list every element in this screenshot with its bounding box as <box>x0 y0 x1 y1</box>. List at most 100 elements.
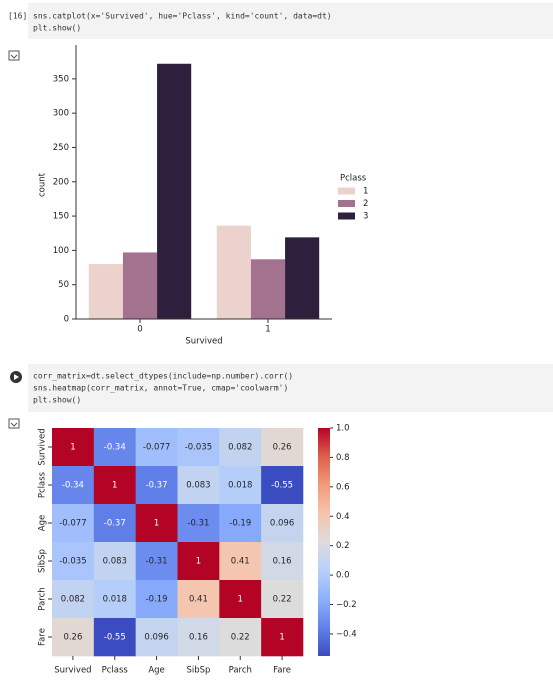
output-icon[interactable] <box>8 50 20 61</box>
heatmap-cell <box>135 618 178 657</box>
cell-label: 0.16 <box>189 633 208 643</box>
heatmap-cell <box>219 542 262 581</box>
cell-label: -0.34 <box>104 443 126 453</box>
cell-label: 0.22 <box>273 595 292 605</box>
colorbar-tick-label: 0.0 <box>336 571 350 581</box>
bar <box>88 264 123 319</box>
cell-label: 0.26 <box>273 443 292 453</box>
y-tick-label: Survived <box>38 428 48 465</box>
y-tick-label: Parch <box>38 587 48 610</box>
y-tick-label: 0 <box>64 315 69 325</box>
x-axis-label: Survived <box>185 337 222 347</box>
y-tick-label: 200 <box>53 177 69 187</box>
legend-label: 3 <box>363 212 368 222</box>
bar <box>250 259 286 319</box>
x-tick-label: 1 <box>265 325 270 335</box>
heatmap-cell <box>52 542 95 581</box>
heatmap-cell <box>261 618 304 657</box>
cell-label: -0.55 <box>104 633 126 643</box>
y-tick-label: 350 <box>53 74 69 84</box>
heatmap-cell <box>261 580 304 619</box>
heatmap-cell <box>177 466 220 505</box>
cell-label: 1 <box>196 557 201 567</box>
cell-label: -0.19 <box>229 519 251 529</box>
colorbar-tick-label: 0.6 <box>336 482 350 492</box>
heatmap-cell <box>219 618 262 657</box>
legend-swatch <box>338 187 355 195</box>
cell-label: -0.31 <box>187 519 209 529</box>
y-tick-label: 250 <box>53 143 69 153</box>
heatmap-cell <box>135 580 178 619</box>
heatmap-cell <box>219 504 262 543</box>
cell-label: -0.077 <box>143 443 170 453</box>
cell-label: 0.22 <box>231 633 250 643</box>
heatmap-cell <box>93 428 136 467</box>
y-tick-label: Fare <box>38 628 48 646</box>
heatmap-cell <box>135 428 178 467</box>
cell-label: 0.26 <box>63 633 82 643</box>
heatmap-cell <box>52 428 95 467</box>
output-icon[interactable] <box>8 418 20 429</box>
cell-prompt: [16] <box>8 12 27 21</box>
heatmap-cell <box>177 580 220 619</box>
heatmap-cell <box>52 466 95 505</box>
code-cell <box>28 3 553 39</box>
heatmap-cell <box>261 466 304 505</box>
legend-label: 1 <box>363 187 368 197</box>
heatmap-cell <box>177 618 220 657</box>
cell-label: 0.082 <box>61 595 85 605</box>
cell-label: 1 <box>279 633 284 643</box>
code-line: corr_matrix=dt.select_dtypes(include=np.… <box>33 372 293 381</box>
run-button[interactable] <box>10 371 22 383</box>
colorbar-tick-label: −0.2 <box>336 600 357 610</box>
heatmap-cell <box>135 504 178 543</box>
cell-label: 0.096 <box>144 633 168 643</box>
cell-label: 0.082 <box>228 443 252 453</box>
cell-label: -0.37 <box>104 519 126 529</box>
cell-label: 0.018 <box>228 481 252 491</box>
y-axis-label: count <box>38 172 48 197</box>
heatmap-cell <box>52 580 95 619</box>
cell-label: 1 <box>112 481 117 491</box>
cell-label: 0.16 <box>273 557 292 567</box>
heatmap-cell <box>177 428 220 467</box>
heatmap-cell <box>93 466 136 505</box>
y-tick-label: 100 <box>53 246 69 256</box>
heatmap-cell <box>219 428 262 467</box>
cell-label: 1 <box>70 443 75 453</box>
cell-label: 0.096 <box>270 519 294 529</box>
x-tick-label: Parch <box>229 666 252 676</box>
y-tick-label: 50 <box>58 280 69 290</box>
colorbar-tick-label: 0.2 <box>336 541 350 551</box>
x-tick-label: 0 <box>137 325 142 335</box>
heatmap-cell <box>177 504 220 543</box>
x-tick-label: Pclass <box>102 666 129 676</box>
cell-label: -0.077 <box>59 519 86 529</box>
heatmap-cell <box>93 542 136 581</box>
cell-label: 0.083 <box>186 481 210 491</box>
bar <box>216 225 251 319</box>
legend-title: Pclass <box>340 174 367 184</box>
heatmap-cell <box>135 542 178 581</box>
legend-swatch <box>338 200 355 207</box>
code-line: plt.show() <box>33 24 81 33</box>
heatmap-cell <box>261 542 304 581</box>
code-line: plt.show() <box>33 396 81 405</box>
code-line: sns.heatmap(corr_matrix, annot=True, cma… <box>33 384 288 393</box>
heatmap-cell <box>219 580 262 619</box>
cell-label: 0.41 <box>189 595 208 605</box>
cell-label: -0.55 <box>271 481 293 491</box>
x-tick-label: Fare <box>273 666 291 676</box>
y-tick-label: Age <box>38 515 48 531</box>
cell-label: -0.31 <box>146 557 168 567</box>
cell-label: -0.035 <box>185 443 212 453</box>
y-tick-label: Pclass <box>38 471 48 498</box>
cell-label: 0.083 <box>103 557 127 567</box>
heatmap-cell <box>52 504 95 543</box>
legend-swatch <box>338 212 355 220</box>
x-tick-label: SibSp <box>186 666 210 676</box>
code-cell <box>28 364 553 412</box>
heatmap-cell <box>93 618 136 657</box>
